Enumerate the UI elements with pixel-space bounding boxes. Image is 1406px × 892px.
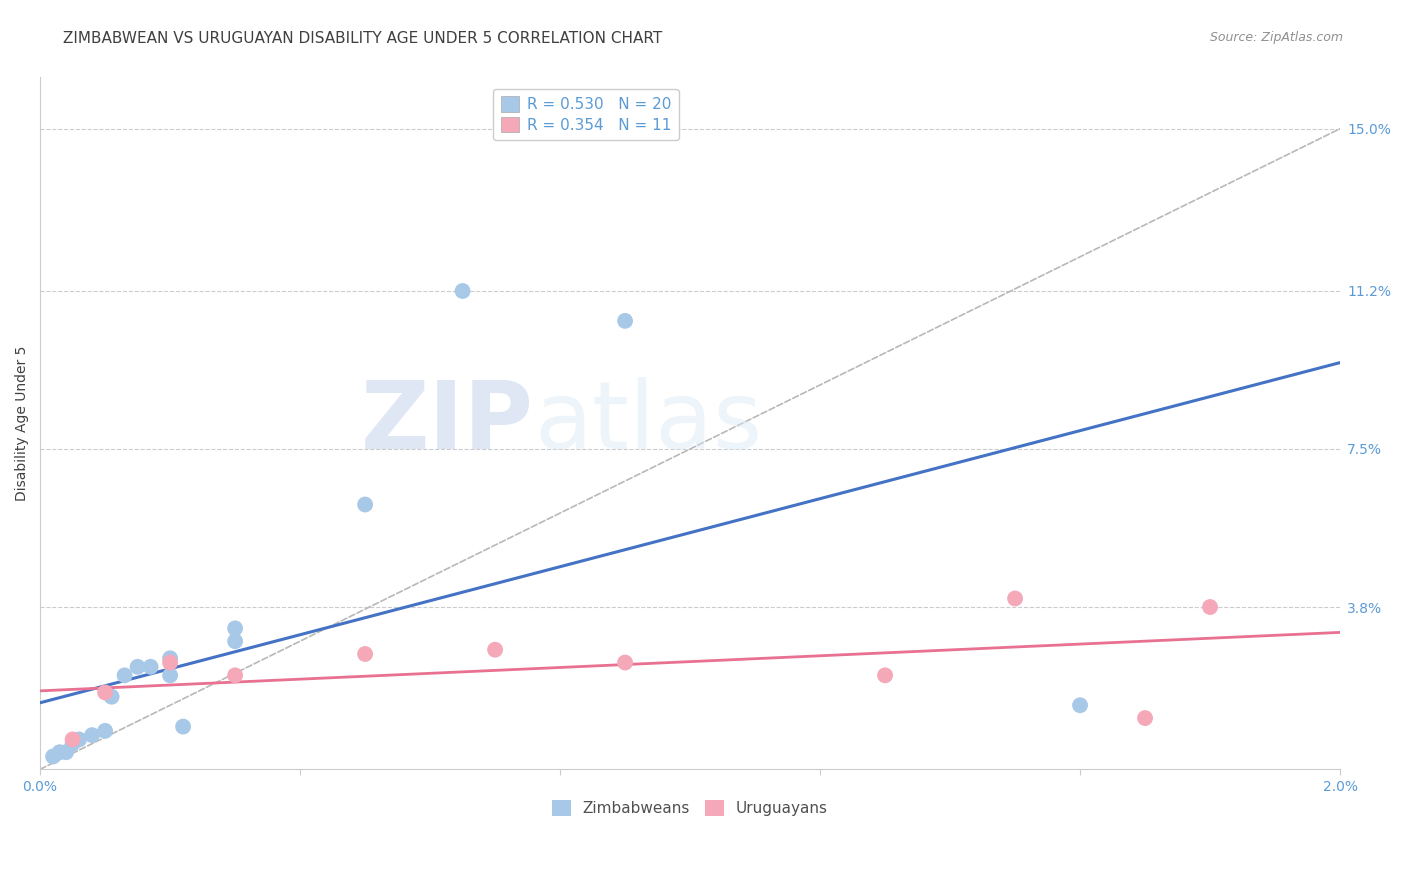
Point (172, 720, 194, 734)
Y-axis label: Disability Age Under 5: Disability Age Under 5 (15, 346, 30, 501)
Point (127, 660, 149, 674)
Point (139, 660, 162, 674)
Legend: Zimbabweans, Uruguayans: Zimbabweans, Uruguayans (544, 793, 835, 824)
Point (873, 668, 896, 682)
Point (1199, 600, 1222, 615)
Point (354, 647, 377, 661)
Point (55, 745, 77, 759)
Point (1133, 711, 1156, 725)
Point (42, 749, 65, 764)
Point (1069, 698, 1091, 713)
Text: ZIMBABWEAN VS URUGUAYAN DISABILITY AGE UNDER 5 CORRELATION CHART: ZIMBABWEAN VS URUGUAYAN DISABILITY AGE U… (63, 31, 662, 46)
Point (614, 656, 637, 670)
Point (82, 728, 104, 742)
Point (94, 723, 117, 738)
Point (1004, 591, 1026, 606)
Point (224, 668, 246, 682)
Point (159, 668, 181, 682)
Point (224, 621, 246, 635)
Point (62, 737, 84, 751)
Text: ZIP: ZIP (361, 377, 534, 469)
Point (67, 732, 90, 747)
Point (159, 656, 181, 670)
Point (94, 685, 117, 699)
Point (114, 668, 136, 682)
Point (224, 634, 246, 648)
Point (451, 284, 474, 298)
Point (48, 745, 70, 759)
Point (62, 732, 84, 747)
Text: atlas: atlas (534, 377, 762, 469)
Point (354, 498, 377, 512)
Point (100, 690, 122, 704)
Text: Source: ZipAtlas.com: Source: ZipAtlas.com (1209, 31, 1343, 45)
Point (159, 651, 181, 665)
Point (484, 642, 506, 657)
Point (614, 314, 637, 328)
